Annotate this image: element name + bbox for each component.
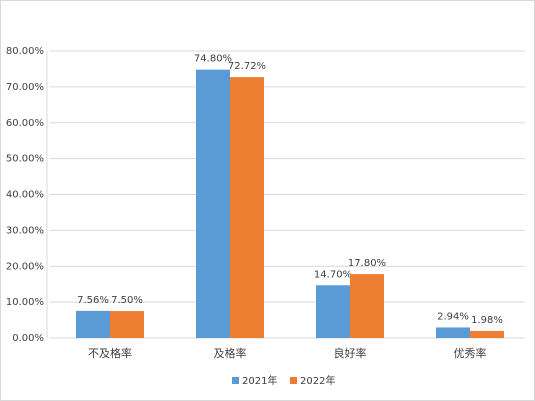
y-tick-label: 30.00% <box>6 225 44 236</box>
x-tick-label: 不及格率 <box>88 346 132 360</box>
bar <box>76 310 110 338</box>
y-tick-label: 20.00% <box>6 261 44 272</box>
legend-label: 2022年 <box>300 374 335 387</box>
data-label: 14.70% <box>314 269 352 280</box>
data-label: 7.50% <box>111 295 143 306</box>
bar <box>316 285 350 338</box>
bar <box>230 77 264 338</box>
legend-label: 2021年 <box>242 374 277 387</box>
x-tick-label: 优秀率 <box>454 346 487 360</box>
bar <box>436 327 470 338</box>
y-tick-label: 0.00% <box>12 333 44 344</box>
bar <box>350 274 384 338</box>
y-tick-label: 50.00% <box>6 154 44 165</box>
x-tick-label: 良好率 <box>334 346 367 360</box>
bar <box>196 69 230 338</box>
bar <box>470 330 504 338</box>
data-label: 17.80% <box>348 258 386 269</box>
y-tick-label: 70.00% <box>6 82 44 93</box>
data-label: 2.94% <box>437 311 469 322</box>
y-tick-label: 60.00% <box>6 118 44 129</box>
y-tick-label: 80.00% <box>6 46 44 57</box>
y-tick-label: 40.00% <box>6 190 44 201</box>
y-tick-label: 10.00% <box>6 297 44 308</box>
data-label: 74.80% <box>194 54 232 65</box>
data-label: 7.56% <box>77 295 109 306</box>
data-label: 1.98% <box>471 315 503 326</box>
legend-swatch <box>232 377 239 384</box>
legend-swatch <box>290 377 297 384</box>
bar <box>110 311 144 338</box>
x-tick-label: 及格率 <box>214 346 247 360</box>
data-label: 72.72% <box>228 61 266 72</box>
